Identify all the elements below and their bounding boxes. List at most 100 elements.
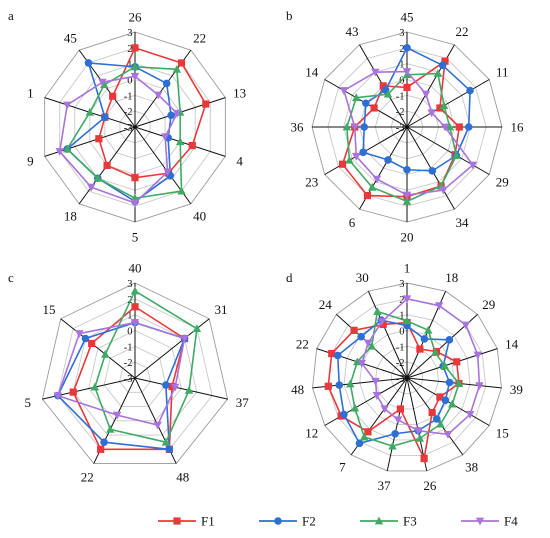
data-point [353, 357, 362, 366]
data-point [130, 199, 140, 208]
data-point [370, 104, 378, 112]
series-line [336, 319, 451, 445]
radial-tick-label: -3 [124, 374, 133, 385]
data-point [163, 168, 172, 177]
category-label: 7 [339, 459, 346, 474]
data-point [428, 408, 436, 417]
data-point [363, 191, 372, 200]
data-point [177, 186, 186, 195]
data-point [393, 416, 403, 425]
radial-tick-label: -3 [124, 123, 133, 134]
data-point [106, 424, 115, 433]
data-point [440, 123, 450, 132]
data-point [53, 392, 63, 401]
legend-item-F2: F2 [259, 514, 316, 529]
axis-spoke [386, 377, 408, 472]
category-label: 22 [193, 31, 206, 46]
data-point [421, 90, 431, 99]
series-F4 [55, 72, 182, 208]
category-label: 48 [176, 470, 189, 485]
radial-tick-label: 1 [399, 60, 404, 71]
category-label: 22 [81, 470, 94, 485]
data-point [440, 361, 449, 370]
data-point [131, 44, 139, 52]
radar-panel-d: 3 2 1 0 -1 -2 -3 1 18 29 14 39 15 38 26 37 7 12 48 22 24 30 d [286, 261, 523, 494]
data-point [438, 61, 447, 70]
data-point [359, 432, 369, 441]
data-point [85, 107, 95, 116]
data-point [55, 148, 64, 156]
data-point [338, 160, 347, 168]
radial-tick-label: 0 [127, 76, 132, 87]
data-point [184, 385, 194, 394]
data-point [355, 439, 364, 448]
data-point [379, 320, 387, 329]
legend: F1 F2 F3 F4 [158, 514, 518, 529]
category-label: 18 [64, 208, 77, 223]
legend-marker [173, 517, 181, 525]
series-line [361, 298, 481, 436]
category-label: 48 [291, 382, 304, 397]
category-label: 31 [215, 302, 228, 317]
data-point [383, 89, 393, 98]
data-point [402, 295, 412, 304]
data-point [372, 392, 382, 400]
data-point [352, 93, 361, 102]
legend-marker [274, 517, 282, 525]
data-point [101, 349, 110, 358]
radial-tick-label: 3 [127, 28, 132, 39]
data-point [391, 429, 399, 438]
data-point [175, 137, 185, 146]
data-point [167, 111, 175, 120]
data-point [188, 141, 196, 150]
grid-ring [103, 345, 167, 407]
panel-label: d [286, 270, 293, 285]
data-point [443, 430, 453, 439]
panel-label: c [8, 270, 14, 285]
data-point [170, 383, 180, 392]
data-point [371, 377, 380, 386]
data-point [63, 101, 72, 110]
data-point [436, 393, 444, 401]
data-point [192, 324, 202, 333]
category-label: 16 [511, 120, 525, 135]
data-point [367, 341, 376, 350]
grid-ring [119, 361, 151, 393]
data-point [464, 123, 473, 131]
grid-ring [312, 282, 502, 472]
data-point [172, 64, 182, 73]
data-point [162, 79, 171, 88]
data-point [455, 123, 463, 131]
radial-tick-label: 0 [127, 327, 132, 338]
radial-tick-label: 2 [399, 44, 404, 55]
radial-tick-label: -3 [396, 123, 405, 134]
series-F4 [357, 295, 484, 439]
data-point [402, 197, 412, 205]
data-point [177, 59, 186, 67]
data-point [403, 165, 411, 174]
data-point [131, 174, 139, 182]
data-point [377, 318, 387, 326]
grid-ring [375, 345, 439, 410]
data-point [432, 415, 441, 423]
radial-tick-label: 2 [399, 295, 404, 306]
data-point [335, 381, 344, 389]
axis-spoke [406, 79, 490, 128]
data-point [180, 335, 189, 343]
data-point [436, 104, 444, 112]
data-point [465, 411, 475, 419]
data-point [75, 330, 84, 338]
data-point [413, 427, 423, 436]
data-point [452, 151, 461, 159]
category-label: 6 [349, 215, 356, 230]
category-label: 38 [465, 459, 478, 474]
legend-item-F4: F4 [461, 514, 518, 529]
category-label: 45 [64, 31, 77, 46]
data-point [352, 152, 361, 161]
grid-ring [343, 314, 471, 441]
data-point [461, 321, 471, 330]
legend-marker [374, 516, 384, 525]
series-F2 [54, 318, 189, 454]
series-F4 [53, 319, 189, 430]
